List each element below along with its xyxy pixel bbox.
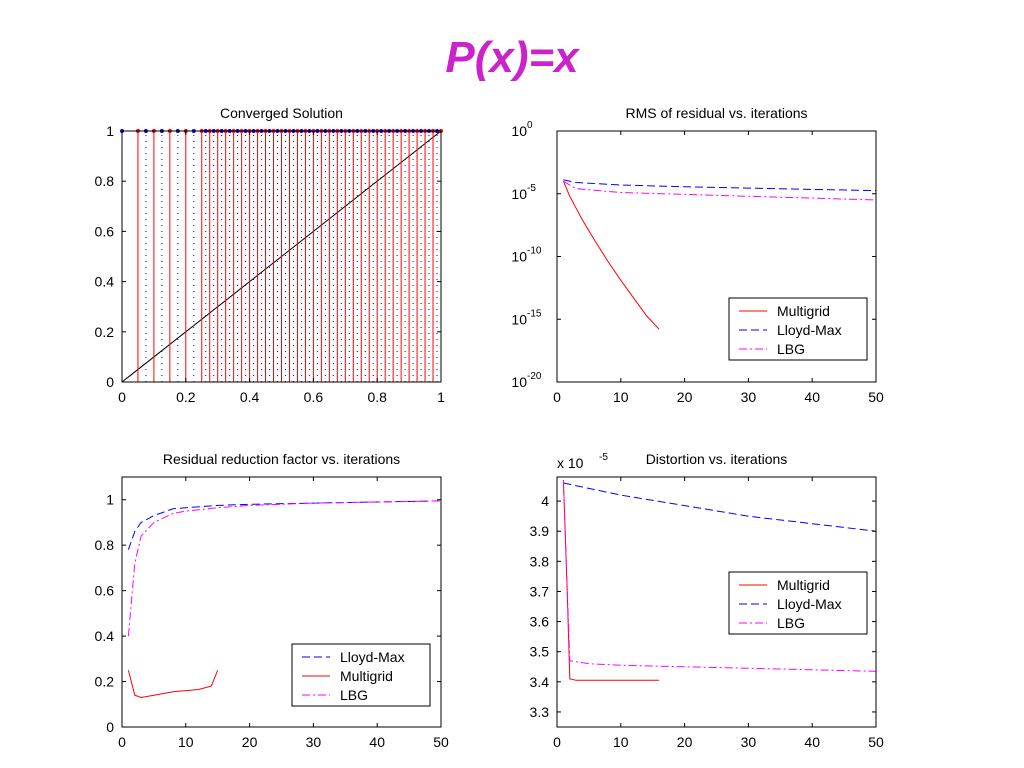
x-tick-label: 10 xyxy=(178,734,194,750)
y-tick-label: 0.8 xyxy=(95,173,115,189)
x-tick-label: 0.4 xyxy=(240,389,260,405)
x-tick-label: 0 xyxy=(118,389,126,405)
y-tick-label: 1 xyxy=(106,123,114,139)
chart-title: RMS of residual vs. iterations xyxy=(625,105,807,121)
y-tick-label: 4 xyxy=(541,493,549,509)
legend-label: Multigrid xyxy=(777,577,830,593)
series-line-lloyd-max xyxy=(563,482,877,532)
y-tick-label: 10 xyxy=(511,186,527,202)
y-tick-label: 3.7 xyxy=(530,583,550,599)
x-tick-label: 50 xyxy=(433,734,449,750)
x-tick-label: 40 xyxy=(804,734,820,750)
y-tick-exponent: -20 xyxy=(527,371,542,382)
x-tick-label: 0.2 xyxy=(176,389,196,405)
chart-title: Converged Solution xyxy=(220,105,343,121)
series-line-lloyd-max xyxy=(127,500,442,550)
y-tick-label: 0.2 xyxy=(95,674,115,690)
y-tick-label: 3.9 xyxy=(530,523,550,539)
legend-label: LBG xyxy=(340,687,368,703)
legend-label: Multigrid xyxy=(340,668,393,684)
x-tick-label: 30 xyxy=(306,734,322,750)
x-tick-label: 10 xyxy=(613,734,629,750)
y-tick-label: 1 xyxy=(106,492,114,508)
x-tick-label: 0 xyxy=(553,389,561,405)
x-tick-label: 20 xyxy=(677,734,693,750)
x-tick-label: 40 xyxy=(369,734,385,750)
x-tick-label: 40 xyxy=(804,389,820,405)
y-tick-exponent: -5 xyxy=(527,183,536,194)
y-tick-label: 0.4 xyxy=(95,274,115,290)
y-tick-label: 0 xyxy=(106,719,114,735)
y-tick-label: 0.8 xyxy=(95,537,115,553)
y-tick-label: 0.2 xyxy=(95,324,115,340)
y-tick-label: 3.5 xyxy=(530,644,550,660)
x-tick-label: 1 xyxy=(437,389,445,405)
legend-label: LBG xyxy=(777,341,805,357)
chart-converged-solution: Converged Solution 0 0.2 0.4 0.6 0.8 1 0 0.2 0.4 0… xyxy=(95,105,446,405)
series-line-lbg xyxy=(563,180,877,201)
y-tick-label: 0 xyxy=(106,374,114,390)
x-tick-label: 30 xyxy=(741,734,757,750)
y-tick-label: 0.6 xyxy=(95,223,115,239)
y-tick-label: 3.8 xyxy=(530,553,550,569)
slide-title: P(x)=x xyxy=(445,33,579,82)
series-line-multigrid xyxy=(562,479,660,681)
series-line-multigrid xyxy=(127,670,219,699)
x-tick-label: 50 xyxy=(868,389,884,405)
chart-title: Distortion vs. iterations xyxy=(646,451,788,467)
y-scale-multiplier: x 10 xyxy=(557,455,584,471)
legend-box xyxy=(728,571,868,635)
x-tick-label: 0 xyxy=(553,734,561,750)
legend-box xyxy=(728,297,868,361)
y-tick-exponent: 0 xyxy=(527,120,533,131)
x-tick-label: 20 xyxy=(677,389,693,405)
y-tick-label: 10 xyxy=(511,249,527,265)
axes-box xyxy=(121,130,442,383)
series-line-lbg xyxy=(562,479,877,672)
series-line-multigrid xyxy=(562,181,660,330)
legend-label: Lloyd-Max xyxy=(777,596,842,612)
y-tick-exponent: -10 xyxy=(527,246,542,257)
y-tick-label: 10 xyxy=(511,311,527,327)
y-tick-label: 10 xyxy=(511,123,527,139)
x-tick-label: 30 xyxy=(741,389,757,405)
legend-label: Lloyd-Max xyxy=(340,649,405,665)
y-tick-exponent: -15 xyxy=(527,308,542,319)
x-tick-label: 50 xyxy=(868,734,884,750)
x-tick-label: 0.8 xyxy=(367,389,387,405)
x-tick-label: 10 xyxy=(613,389,629,405)
y-tick-label: 0.6 xyxy=(95,583,115,599)
x-tick-label: 0 xyxy=(118,734,126,750)
x-tick-label: 0.6 xyxy=(304,389,324,405)
x-tick-label: 20 xyxy=(242,734,258,750)
y-tick-label: 3.4 xyxy=(530,674,550,690)
y-tick-label: 3.3 xyxy=(530,704,550,720)
axes-box xyxy=(121,476,442,728)
legend-label: Lloyd-Max xyxy=(777,322,842,338)
legend-label: Multigrid xyxy=(777,303,830,319)
axes-box xyxy=(556,476,877,728)
legend-label: LBG xyxy=(777,615,805,631)
chart-residual-reduction: Residual reduction factor vs. iterations… xyxy=(95,451,449,750)
y-scale-exponent: -5 xyxy=(599,452,608,463)
series-line-lloyd-max xyxy=(563,179,877,192)
series-line-lbg xyxy=(127,500,442,637)
y-tick-label: 0.4 xyxy=(95,628,115,644)
legend-box xyxy=(291,643,431,707)
chart-title: Residual reduction factor vs. iterations xyxy=(163,451,400,467)
y-tick-label: 10 xyxy=(511,374,527,390)
chart-distortion: Distortion vs. iterations 0 10 20 30 40 50 3.3 3… xyxy=(530,451,884,750)
y-tick-label: 3.6 xyxy=(530,614,550,630)
